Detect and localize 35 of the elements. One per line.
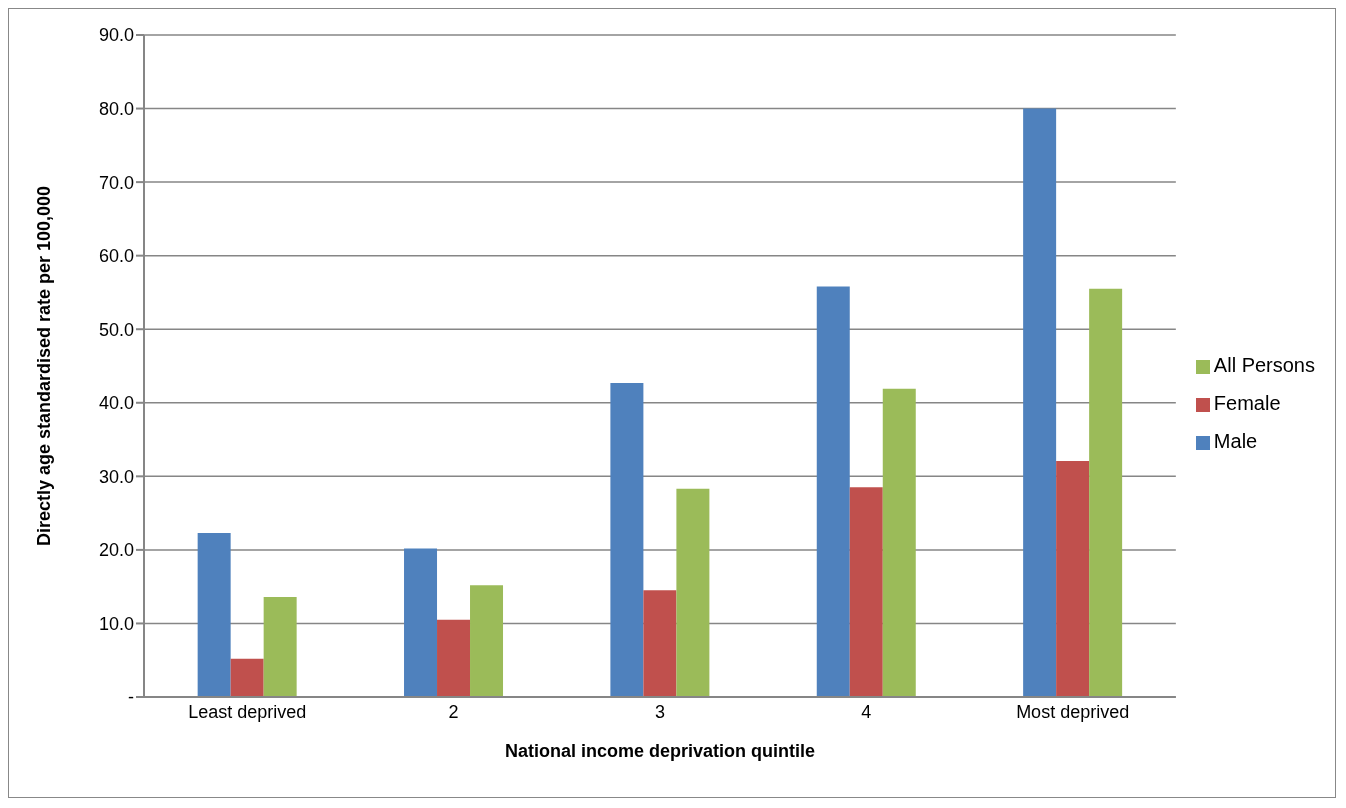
y-tick-label: - xyxy=(128,687,134,708)
x-axis-title: National income deprivation quintile xyxy=(504,741,815,761)
bar xyxy=(470,585,504,697)
bar xyxy=(263,596,297,697)
bar xyxy=(230,658,264,697)
bar xyxy=(643,590,677,697)
y-tick-label: 50.0 xyxy=(98,319,134,340)
bar xyxy=(816,286,850,697)
y-tick-label: 60.0 xyxy=(98,246,134,267)
legend-label: Female xyxy=(1213,392,1281,414)
y-tick-label: 10.0 xyxy=(98,613,134,634)
x-tick-label: 4 xyxy=(861,701,872,722)
x-tick-label: Least deprived xyxy=(188,701,307,722)
bar xyxy=(1089,288,1123,697)
x-tick-label: 3 xyxy=(654,701,665,722)
bar xyxy=(1056,460,1090,697)
y-tick-label: 90.0 xyxy=(98,25,134,46)
bar xyxy=(197,532,231,697)
y-tick-label: 70.0 xyxy=(98,172,134,193)
legend-label: All Persons xyxy=(1213,354,1315,376)
bar xyxy=(1023,108,1057,697)
bar xyxy=(882,388,916,697)
legend-label: Male xyxy=(1213,430,1258,452)
x-tick-label: 2 xyxy=(448,701,459,722)
bar xyxy=(676,488,710,697)
y-tick-label: 20.0 xyxy=(98,540,134,561)
y-tick-label: 80.0 xyxy=(98,98,134,119)
bar xyxy=(404,548,438,697)
y-tick-label: 30.0 xyxy=(98,466,134,487)
bar xyxy=(849,487,883,697)
y-axis-title: Directly age standardised rate per 100,000 xyxy=(34,185,55,547)
bar xyxy=(610,382,644,697)
x-tick-label: Most deprived xyxy=(1016,701,1130,722)
y-tick-label: 40.0 xyxy=(98,393,134,414)
bar xyxy=(437,619,471,697)
